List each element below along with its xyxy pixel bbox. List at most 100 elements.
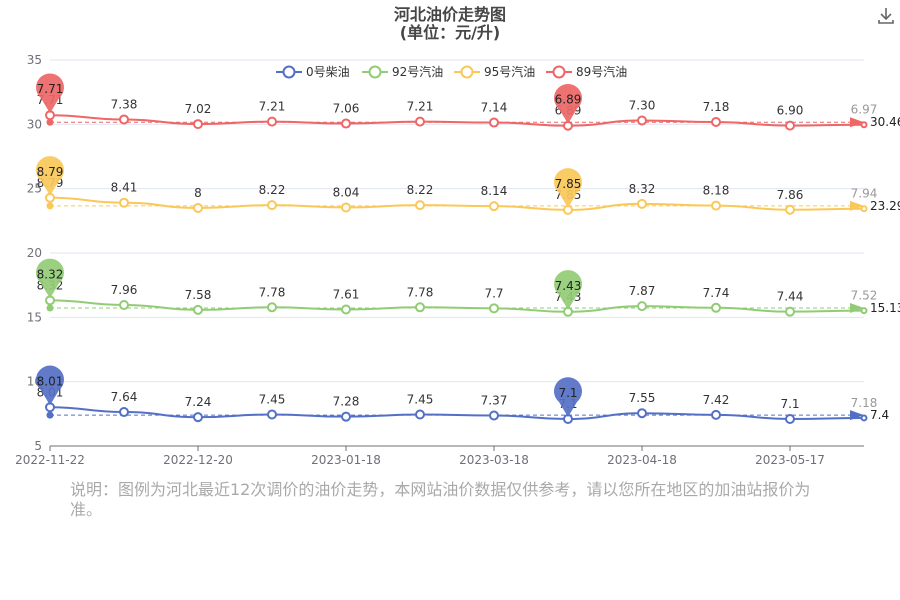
x-tick-label: 2022-11-22 bbox=[15, 453, 85, 467]
data-point bbox=[785, 306, 795, 317]
data-label: 7.94 bbox=[851, 187, 878, 201]
legend-marker bbox=[552, 65, 566, 79]
data-point bbox=[785, 204, 795, 215]
average-label: 15.13 bbox=[870, 301, 900, 315]
data-point bbox=[193, 202, 203, 213]
y-tick-label: 20 bbox=[27, 246, 42, 260]
data-label: 7.78 bbox=[407, 285, 434, 299]
data-label: 7.18 bbox=[851, 396, 878, 410]
series-line bbox=[49, 114, 865, 127]
data-label: 7.38 bbox=[111, 97, 138, 111]
x-tick-label: 2023-01-18 bbox=[311, 453, 381, 467]
legend-label: 95号汽油 bbox=[484, 64, 535, 79]
legend-label: 89号汽油 bbox=[576, 64, 627, 79]
max-pin-shape bbox=[36, 258, 65, 299]
data-point bbox=[119, 197, 129, 208]
data-point bbox=[415, 200, 425, 211]
data-point bbox=[637, 408, 647, 419]
min-pin-label: 7.1 bbox=[558, 386, 577, 400]
data-label: 7.52 bbox=[851, 289, 878, 303]
series-line bbox=[49, 299, 865, 313]
legend-item-1: 92号汽油 bbox=[362, 64, 443, 79]
y-tick-label: 30 bbox=[27, 117, 42, 131]
data-point bbox=[267, 409, 277, 420]
average-start-dot bbox=[46, 202, 54, 210]
legend-marker bbox=[368, 65, 382, 79]
data-point bbox=[489, 117, 499, 128]
data-label: 8 bbox=[194, 186, 202, 200]
data-point bbox=[489, 201, 499, 212]
data-label: 8.32 bbox=[629, 182, 656, 196]
legend-item-3: 89号汽油 bbox=[546, 64, 627, 79]
min-pin-label: 7.43 bbox=[555, 279, 582, 293]
data-label: 8.14 bbox=[481, 184, 508, 198]
data-label: 7.45 bbox=[259, 392, 286, 406]
data-label: 6.97 bbox=[851, 103, 878, 117]
data-point bbox=[193, 304, 203, 315]
data-label: 7.78 bbox=[259, 285, 286, 299]
data-point bbox=[785, 413, 795, 424]
data-point bbox=[415, 409, 425, 420]
max-pin: 8.32 bbox=[36, 258, 65, 299]
data-label: 7.44 bbox=[777, 290, 804, 304]
download-icon[interactable] bbox=[876, 6, 896, 26]
data-point bbox=[193, 412, 203, 423]
data-point bbox=[267, 302, 277, 313]
legend-label: 0号柴油 bbox=[306, 65, 350, 79]
data-label: 7.1 bbox=[780, 397, 799, 411]
average-start-dot bbox=[46, 304, 54, 312]
data-point bbox=[267, 200, 277, 211]
max-pin-shape bbox=[36, 73, 65, 114]
data-label: 6.90 bbox=[777, 104, 804, 118]
legend-marker bbox=[460, 65, 474, 79]
data-label: 7.74 bbox=[703, 286, 730, 300]
data-label: 8.04 bbox=[333, 185, 360, 199]
data-label: 7.06 bbox=[333, 102, 360, 116]
min-pin-shape bbox=[554, 168, 582, 208]
data-point bbox=[341, 304, 351, 315]
data-point bbox=[637, 115, 647, 126]
min-pin-shape bbox=[554, 84, 582, 124]
data-label: 8.22 bbox=[407, 183, 434, 197]
x-tick-label: 2022-12-20 bbox=[163, 453, 233, 467]
data-point bbox=[119, 299, 129, 310]
average-start-dot bbox=[46, 411, 54, 419]
data-label: 7.87 bbox=[629, 284, 656, 298]
data-point bbox=[119, 114, 129, 125]
y-tick-label: 25 bbox=[27, 182, 42, 196]
max-pin-label: 7.71 bbox=[37, 82, 64, 96]
data-point bbox=[267, 116, 277, 127]
min-pin: 7.85 bbox=[554, 168, 582, 208]
grid-lines bbox=[50, 59, 864, 447]
max-pin-shape bbox=[36, 156, 64, 196]
average-label: 30.46 bbox=[870, 115, 900, 129]
data-label: 7.45 bbox=[407, 392, 434, 406]
data-point bbox=[860, 414, 868, 422]
max-pin-label: 8.79 bbox=[37, 165, 64, 179]
data-point bbox=[489, 303, 499, 314]
data-point bbox=[341, 202, 351, 213]
series-3: 30.46 7.71 7.38 7.02 7.21 7.06 7.21 7.14 6.89 7.3… bbox=[36, 73, 900, 131]
data-point bbox=[860, 121, 868, 129]
series-line bbox=[49, 406, 865, 420]
data-label: 8.22 bbox=[259, 183, 286, 197]
data-label: 7.21 bbox=[407, 100, 434, 114]
data-label: 7.96 bbox=[111, 283, 138, 297]
data-label: 8.18 bbox=[703, 184, 730, 198]
legend-marker bbox=[282, 65, 296, 79]
chart-subtitle: (单位：元/升) bbox=[400, 23, 500, 42]
min-pin-label: 7.85 bbox=[555, 177, 582, 191]
series-2: 23.29 8.79 8.41 8 8.22 8.04 8.22 8.14 7.85 8.32 8.… bbox=[36, 156, 900, 215]
series-0: 7.4 8.01 7.64 7.24 7.45 7.28 7.45 7.37 7.1 7.55 7.… bbox=[36, 365, 889, 424]
x-tick-label: 2023-05-17 bbox=[755, 453, 825, 467]
data-label: 7.30 bbox=[629, 98, 656, 112]
data-label: 7.58 bbox=[185, 288, 212, 302]
data-point bbox=[785, 120, 795, 131]
min-pin: 7.1 bbox=[554, 377, 583, 417]
series-line bbox=[49, 196, 865, 211]
data-point bbox=[637, 198, 647, 209]
y-tick-label: 35 bbox=[27, 53, 42, 67]
min-pin: 6.89 bbox=[554, 84, 582, 124]
data-point bbox=[489, 410, 499, 421]
legend-label: 92号汽油 bbox=[392, 64, 443, 79]
